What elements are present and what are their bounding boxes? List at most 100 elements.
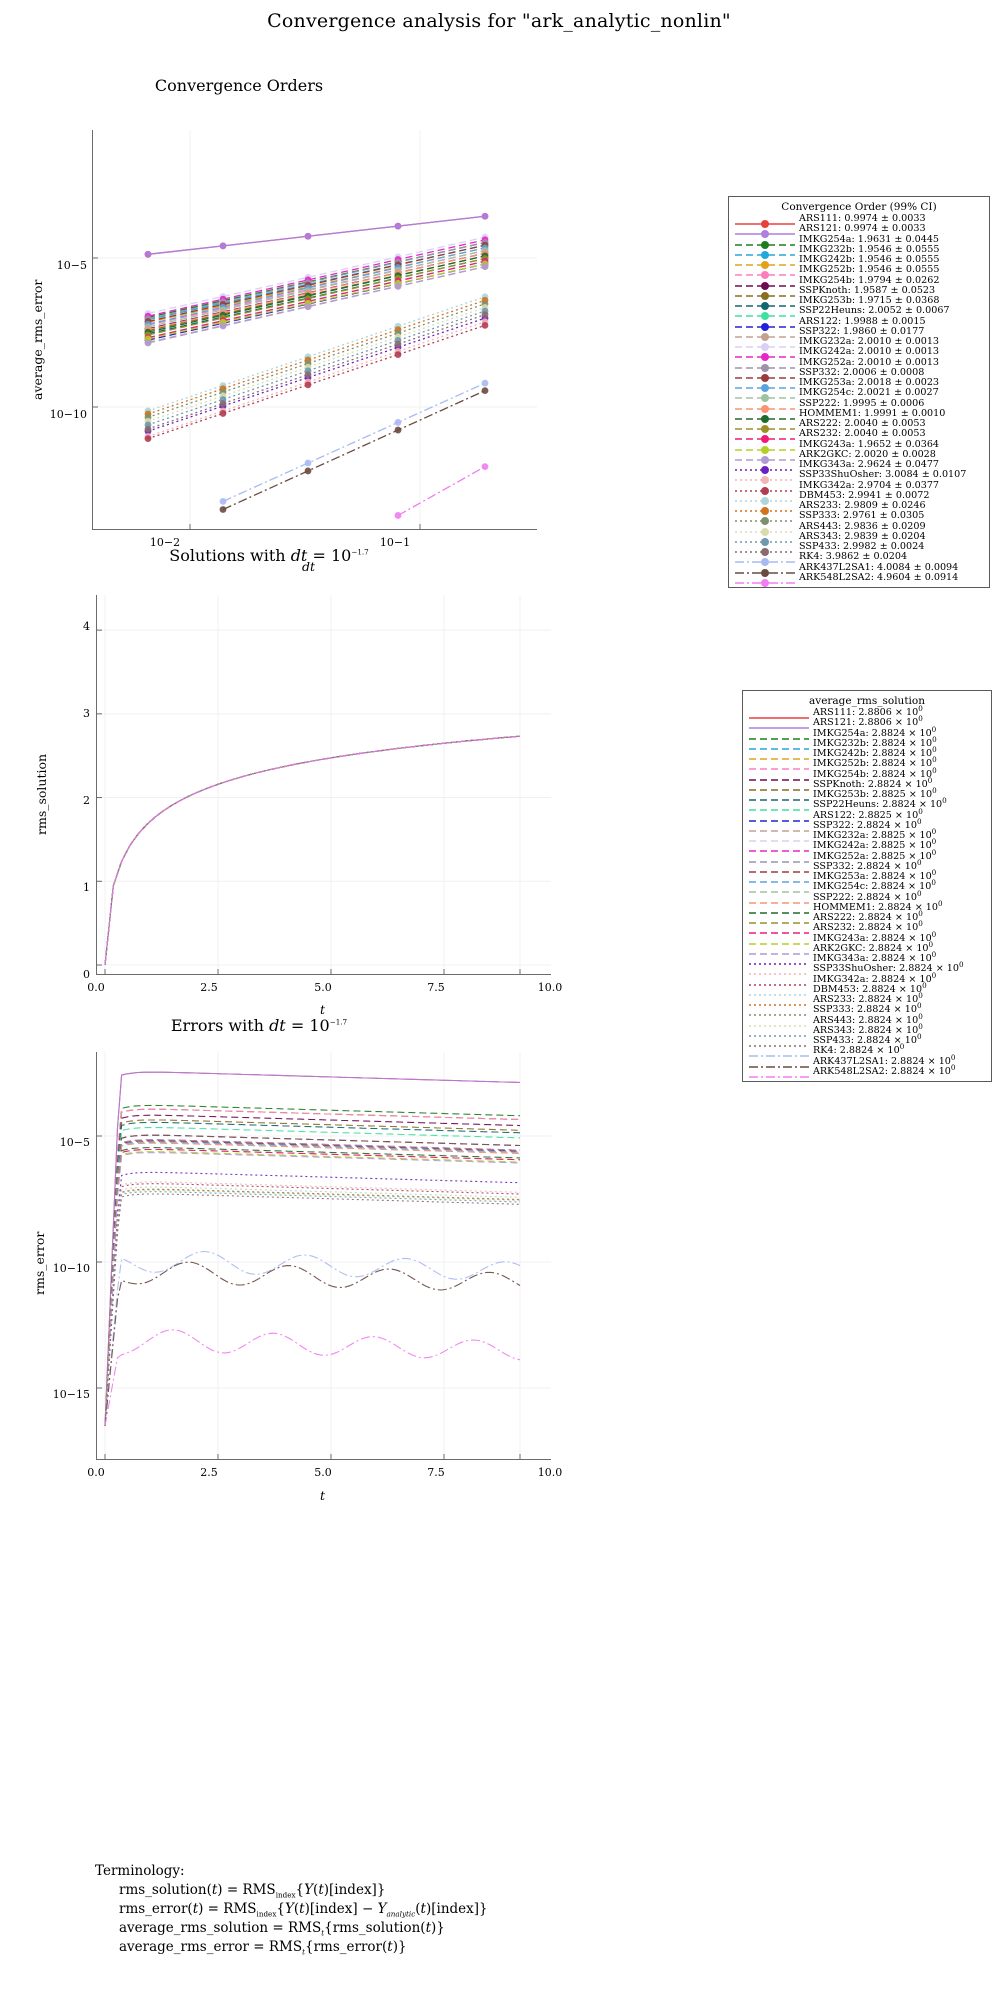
legend-row[interactable]: ARS122: 1.9988 ± 0.0015 xyxy=(734,316,984,331)
legend-label: ARS232: 2.8824 × 100 xyxy=(813,919,923,934)
legend-row[interactable]: HOMMEM1: 2.8824 × 100 xyxy=(748,898,986,914)
legend-swatch-imkg252a xyxy=(734,358,796,372)
xtick-errors-0: 0.0 xyxy=(87,1466,105,1479)
legend-row[interactable]: IMKG243a: 1.9652 ± 0.0364 xyxy=(734,439,984,454)
legend-convergence[interactable]: Convergence Order (99% CI) ARS111: 0.997… xyxy=(728,196,990,588)
legend-row[interactable]: ARS122: 2.8825 × 100 xyxy=(748,806,986,822)
legend-row[interactable]: ARS443: 2.9836 ± 0.0209 xyxy=(734,521,984,536)
legend-row[interactable]: SSP322: 1.9860 ± 0.0177 xyxy=(734,326,984,341)
legend-row[interactable]: IMKG254a: 1.9631 ± 0.0445 xyxy=(734,233,984,249)
legend-swatch-ars443 xyxy=(748,1016,810,1027)
legend-row[interactable]: SSPKnoth: 2.8824 × 100 xyxy=(748,777,986,791)
legend-label: ARS443: 2.8824 × 100 xyxy=(813,1011,923,1026)
legend-row[interactable]: IMKG232a: 2.8825 × 100 xyxy=(748,828,986,842)
legend-row[interactable]: DBM453: 2.9941 ± 0.0072 xyxy=(734,490,984,505)
legend-label: IMKG254b: 2.8824 × 100 xyxy=(813,765,937,780)
legend-label: DBM453: 2.8824 × 100 xyxy=(813,980,927,995)
legend-row[interactable]: RK4: 2.8824 × 100 xyxy=(748,1043,986,1058)
legend-row[interactable]: IMKG252b: 2.8824 × 100 xyxy=(748,756,986,771)
legend-row[interactable]: SSP433: 2.8824 × 100 xyxy=(748,1033,986,1047)
legend-row[interactable]: IMKG342a: 2.9704 ± 0.0377 xyxy=(734,480,984,495)
legend-row[interactable]: ARK548L2SA2: 2.8824 × 100 xyxy=(748,1064,986,1078)
legend-swatch-imkg254c xyxy=(748,882,810,894)
legend-row[interactable]: IMKG343a: 2.8824 × 100 xyxy=(748,951,986,965)
legend-swatch-ssp333 xyxy=(734,511,796,526)
legend-row[interactable]: IMKG254a: 2.8824 × 100 xyxy=(748,724,986,740)
legend-label: IMKG232b: 1.9546 ± 0.0555 xyxy=(799,243,940,255)
legend-row[interactable]: IMKG242a: 2.0010 ± 0.0013 xyxy=(734,347,984,362)
legend-row[interactable]: HOMMEM1: 1.9991 ± 0.0010 xyxy=(734,408,984,423)
legend-label: ARS343: 2.9839 ± 0.0204 xyxy=(799,530,926,542)
legend-swatch-imkg242b xyxy=(734,255,796,270)
legend-label: IMKG254a: 2.8824 × 100 xyxy=(813,724,937,739)
legend-row[interactable]: IMKG252a: 2.8825 × 100 xyxy=(748,848,986,863)
legend-row[interactable]: SSP33ShuOsher: 2.8824 × 100 xyxy=(748,961,986,976)
panel-title-solutions-prefix: Solutions with xyxy=(169,546,291,565)
legend-row[interactable]: ARS121: 2.8806 × 100 xyxy=(748,715,986,730)
legend-row[interactable]: SSP333: 2.9761 ± 0.0305 xyxy=(734,511,984,526)
legend-row[interactable]: IMKG242b: 1.9546 ± 0.0555 xyxy=(734,255,984,270)
legend-row[interactable]: ARS343: 2.9839 ± 0.0204 xyxy=(734,530,984,546)
legend-row[interactable]: SSP22Heuns: 2.8824 × 100 xyxy=(748,797,986,812)
legend-row[interactable]: ARS222: 2.8824 × 100 xyxy=(748,910,986,924)
legend-label: IMKG254a: 1.9631 ± 0.0445 xyxy=(799,233,940,245)
legend-row[interactable]: SSP322: 2.8824 × 100 xyxy=(748,818,986,832)
legend-row[interactable]: IMKG254b: 2.8824 × 100 xyxy=(748,765,986,781)
legend-row[interactable]: ARS343: 2.8824 × 100 xyxy=(748,1023,986,1037)
legend-row[interactable]: SSP33ShuOsher: 3.0084 ± 0.0107 xyxy=(734,470,984,485)
legend-row[interactable]: IMKG253b: 2.8825 × 100 xyxy=(748,787,986,801)
legend-row[interactable]: IMKG232b: 2.8824 × 100 xyxy=(748,736,986,750)
legend-row[interactable]: ARK437L2SA1: 2.8824 × 100 xyxy=(748,1053,986,1068)
legend-row[interactable]: IMKG253a: 2.8824 × 100 xyxy=(748,869,986,883)
legend-row[interactable]: ARS111: 2.8806 × 100 xyxy=(748,705,986,719)
legend-row[interactable]: IMKG243a: 2.8824 × 100 xyxy=(748,930,986,945)
legend-swatch-imkg252a xyxy=(748,852,810,863)
legend-row[interactable]: IMKG232b: 1.9546 ± 0.0555 xyxy=(734,243,984,259)
legend-row[interactable]: ARS222: 2.0040 ± 0.0053 xyxy=(734,419,984,434)
legend-solutions[interactable]: average_rms_solution ARS111: 2.8806 × 10… xyxy=(742,690,992,1082)
legend-row[interactable]: SSP332: 2.0006 ± 0.0008 xyxy=(734,366,984,382)
legend-row[interactable]: IMKG252a: 2.0010 ± 0.0013 xyxy=(734,357,984,372)
legend-row[interactable]: ARS232: 2.0040 ± 0.0053 xyxy=(734,429,984,444)
legend-label: IMKG254c: 2.8824 × 100 xyxy=(813,878,936,893)
legend-row[interactable]: IMKG254c: 2.0021 ± 0.0027 xyxy=(734,388,984,403)
legend-row[interactable]: IMKG343a: 2.9624 ± 0.0477 xyxy=(734,460,984,475)
legend-swatch-imkg242a xyxy=(748,841,810,853)
legend-row[interactable]: SSP433: 2.9982 ± 0.0024 xyxy=(734,542,984,557)
legend-row[interactable]: IMKG342a: 2.8824 × 100 xyxy=(748,971,986,986)
xtick-solutions-0: 0.0 xyxy=(87,981,105,994)
legend-row[interactable]: ARS443: 2.8824 × 100 xyxy=(748,1011,986,1027)
legend-row[interactable]: IMKG232a: 2.0010 ± 0.0013 xyxy=(734,337,984,352)
legend-row[interactable]: ARS233: 2.9809 ± 0.0246 xyxy=(734,501,984,516)
legend-row[interactable]: ARK548L2SA2: 4.9604 ± 0.0914 xyxy=(734,572,984,587)
panel-title-convergence: Convergence Orders xyxy=(154,76,324,95)
legend-row[interactable]: IMKG242a: 2.8825 × 100 xyxy=(748,838,986,853)
legend-row[interactable]: IMKG254c: 2.8824 × 100 xyxy=(748,878,986,894)
legend-row[interactable]: DBM453: 2.8824 × 100 xyxy=(748,980,986,996)
legend-label: HOMMEM1: 2.8824 × 100 xyxy=(813,898,943,913)
legend-row[interactable]: ARS232: 2.8824 × 100 xyxy=(748,919,986,935)
legend-row[interactable]: ARS233: 2.8824 × 100 xyxy=(748,992,986,1006)
legend-row[interactable]: SSP333: 2.8824 × 100 xyxy=(748,1002,986,1017)
legend-row[interactable]: ARS121: 0.9974 ± 0.0033 xyxy=(734,224,984,239)
legend-row[interactable]: IMKG242b: 2.8824 × 100 xyxy=(748,746,986,760)
legend-row[interactable]: IMKG253b: 1.9715 ± 0.0368 xyxy=(734,296,984,311)
legend-label: ARS122: 2.8825 × 100 xyxy=(813,806,923,821)
legend-label: IMKG254b: 1.9794 ± 0.0262 xyxy=(799,274,940,286)
legend-row[interactable]: ARK2GKC: 2.0020 ± 0.0028 xyxy=(734,449,984,464)
legend-row[interactable]: SSPKnoth: 1.9587 ± 0.0523 xyxy=(734,285,984,300)
legend-row[interactable]: ARK2GKC: 2.8824 × 100 xyxy=(748,941,986,955)
ytick-solutions-2: 2 xyxy=(83,794,90,807)
legend-row[interactable]: RK4: 3.9862 ± 0.0204 xyxy=(734,552,984,567)
legend-swatch-imkg343a xyxy=(734,460,796,475)
legend-row[interactable]: ARK437L2SA1: 4.0084 ± 0.0094 xyxy=(734,562,984,577)
legend-row[interactable]: SSP222: 1.9995 ± 0.0006 xyxy=(734,398,984,413)
legend-row[interactable]: SSP332: 2.8824 × 100 xyxy=(748,859,986,873)
legend-row[interactable]: SSP222: 2.8824 × 100 xyxy=(748,889,986,904)
legend-label: SSP332: 2.0006 ± 0.0008 xyxy=(799,366,925,378)
legend-row[interactable]: ARS111: 0.9974 ± 0.0033 xyxy=(734,214,984,229)
legend-row[interactable]: IMKG254b: 1.9794 ± 0.0262 xyxy=(734,274,984,290)
legend-row[interactable]: IMKG252b: 1.9546 ± 0.0555 xyxy=(734,265,984,280)
legend-row[interactable]: IMKG253a: 2.0018 ± 0.0023 xyxy=(734,378,984,393)
legend-row[interactable]: SSP22Heuns: 2.0052 ± 0.0067 xyxy=(734,306,984,321)
